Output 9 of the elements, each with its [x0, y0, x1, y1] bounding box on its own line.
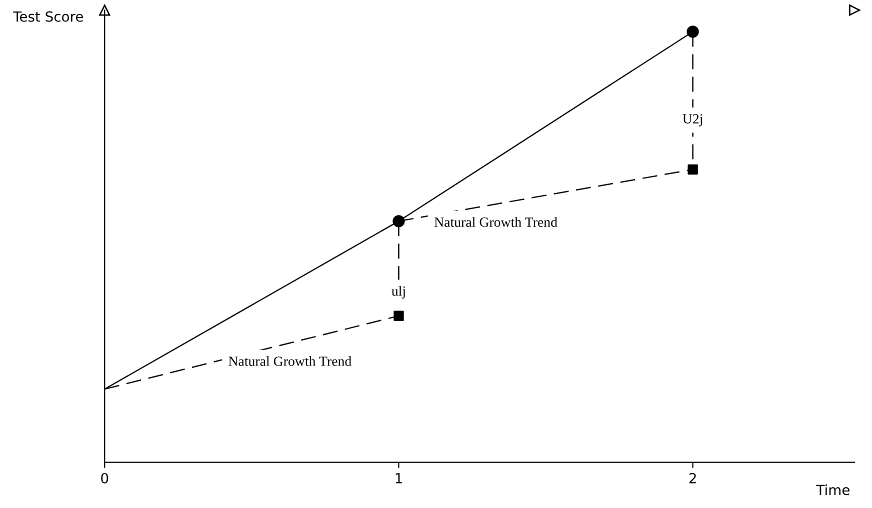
- annotation: U2j: [682, 114, 702, 126]
- annotation: Natural Growth Trend: [434, 217, 558, 227]
- x-axis-title: Time: [816, 484, 850, 496]
- annotation: ulj: [392, 286, 405, 299]
- x-tick-label: 0: [101, 472, 108, 484]
- annotation: Natural Growth Trend: [228, 356, 352, 366]
- x-tick-label: 1: [396, 473, 402, 484]
- y-axis-title: Test Score: [13, 11, 83, 22]
- x-tick-label: 2: [689, 472, 696, 484]
